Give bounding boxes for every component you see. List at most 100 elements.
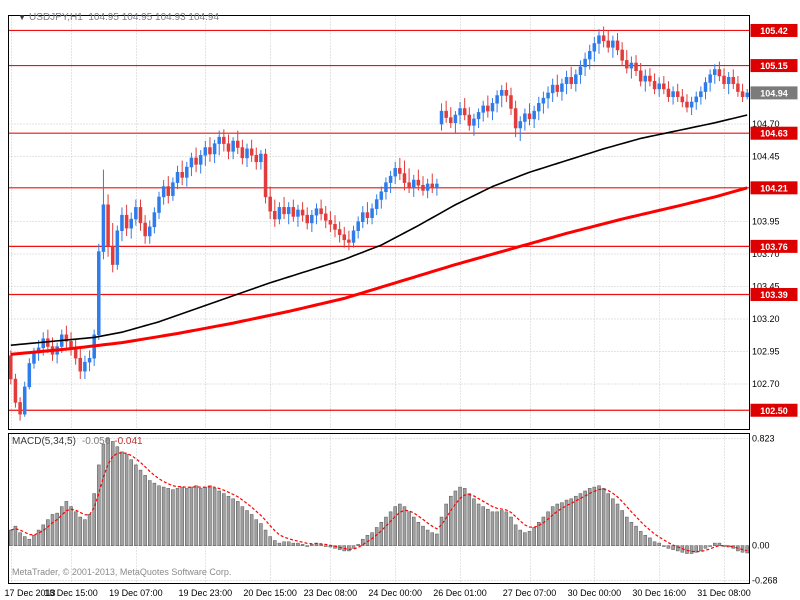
- macd-bar: [583, 490, 587, 546]
- macd-bar: [634, 525, 638, 546]
- macd-bar: [310, 544, 314, 546]
- candle-body: [546, 92, 550, 99]
- time-label: 20 Dec 15:00: [243, 588, 297, 598]
- candle-body: [532, 110, 536, 120]
- macd-bar: [46, 519, 50, 546]
- candle-body: [319, 208, 323, 215]
- candle-body: [189, 157, 194, 168]
- candle-body: [527, 113, 532, 120]
- macd-bar: [78, 516, 83, 546]
- macd-bar: [430, 532, 435, 546]
- candle-body: [97, 251, 101, 336]
- candle-body: [323, 213, 328, 221]
- candle-body: [402, 173, 407, 183]
- macd-bar: [249, 514, 254, 546]
- candle-body: [64, 334, 69, 342]
- candle-body: [625, 60, 629, 69]
- candle-body: [134, 207, 138, 220]
- candle-body: [462, 108, 467, 116]
- symbol-info-bar[interactable]: ▼ USDJPY,H1 104.95 104.95 104.93 104.94: [7, 1, 219, 34]
- candle-body: [32, 352, 36, 364]
- candle-body: [337, 229, 342, 235]
- macd-scale-label: -0.268: [752, 576, 778, 586]
- macd-bar: [148, 480, 152, 546]
- candle-body: [138, 207, 143, 224]
- macd-bar: [625, 516, 629, 546]
- candle-body: [537, 103, 541, 112]
- candle-body: [314, 208, 319, 216]
- macd-bar: [226, 495, 231, 546]
- macd-bar: [175, 488, 180, 546]
- level-price-label: 102.50: [760, 406, 788, 416]
- candle-body: [472, 118, 476, 126]
- macd-bar: [189, 486, 194, 546]
- level-price-box: [750, 59, 798, 73]
- candle-body: [490, 103, 495, 112]
- macd-bar: [467, 493, 472, 546]
- macd-bar: [444, 503, 448, 546]
- macd-bar: [435, 533, 439, 546]
- macd-bar: [87, 514, 92, 546]
- price-scale-label: 102.70: [752, 379, 780, 389]
- macd-bar: [194, 485, 198, 546]
- candle-body: [203, 147, 208, 156]
- macd-bar: [319, 544, 323, 546]
- candle-body: [657, 83, 661, 90]
- candle-body: [458, 108, 462, 116]
- macd-bar: [300, 544, 305, 546]
- macd-bar: [97, 464, 101, 546]
- candle-body: [726, 77, 731, 85]
- candle-body: [453, 114, 458, 124]
- macd-bar: [699, 545, 703, 552]
- candle-body: [110, 246, 115, 265]
- macd-bar: [27, 538, 32, 546]
- macd-bar: [560, 502, 564, 546]
- candle-body: [611, 40, 615, 48]
- macd-bar: [601, 488, 606, 546]
- symbol-dropdown-icon[interactable]: ▼: [18, 13, 27, 22]
- time-label: 31 Dec 08:00: [697, 588, 751, 598]
- candle-body: [157, 196, 161, 213]
- macd-bar: [569, 498, 573, 546]
- candle-body: [83, 361, 87, 372]
- candle-body: [393, 168, 397, 177]
- candle-body: [296, 209, 300, 217]
- macd-indicator-label: MACD(5,34,5) -0.056 -0.041: [12, 436, 143, 447]
- macd-bar: [685, 545, 689, 554]
- macd-bar: [9, 529, 13, 546]
- price-scale[interactable]: 104.70 104.45 103.95 103.70 103.45 103.20 102.…: [750, 23, 798, 586]
- macd-bar: [393, 506, 397, 546]
- candle-body: [328, 220, 333, 225]
- macd-bar: [694, 545, 698, 553]
- candle-body: [185, 166, 189, 178]
- candle-body: [736, 83, 740, 92]
- macd-bar: [689, 545, 694, 554]
- time-label: 27 Dec 07:00: [503, 588, 557, 598]
- candle-body: [171, 182, 175, 196]
- candle-body: [652, 80, 657, 90]
- candle-body: [564, 77, 569, 85]
- candle-body: [592, 43, 597, 52]
- moving-average-red[interactable]: [10, 186, 748, 356]
- macd-bar: [143, 475, 147, 546]
- macd-bar: [180, 486, 184, 546]
- candle-body: [361, 212, 365, 222]
- candle-body: [550, 84, 555, 94]
- macd-bar: [675, 545, 680, 552]
- macd-bar: [476, 503, 481, 546]
- candle-body: [643, 75, 648, 82]
- moving-average-black[interactable]: [10, 114, 748, 347]
- macd-bar: [124, 454, 129, 546]
- price-level-lines[interactable]: [8, 29, 750, 411]
- macd-bar: [532, 527, 536, 546]
- level-price-box: [750, 287, 798, 301]
- current-price-box: [750, 86, 798, 100]
- candle-body: [587, 51, 592, 60]
- macd-bar: [351, 545, 356, 549]
- macd-bar: [411, 516, 416, 546]
- macd-bar: [240, 506, 245, 546]
- macd-bar: [198, 488, 203, 546]
- macd-bar: [235, 501, 240, 546]
